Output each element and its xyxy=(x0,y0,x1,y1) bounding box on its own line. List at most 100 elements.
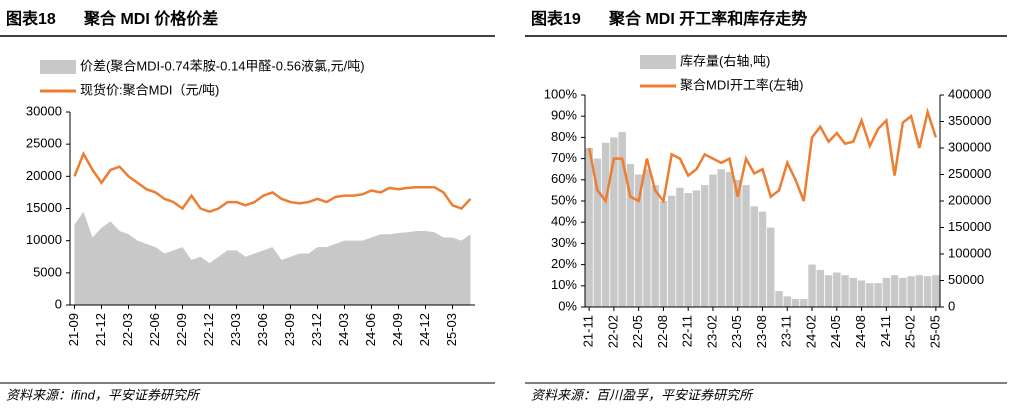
figure-label: 图表19 xyxy=(531,9,581,28)
bar xyxy=(684,193,692,307)
legend-label: 价差(聚合MDI-0.74苯胺-0.14甲醛-0.56液氯,元/吨) xyxy=(80,58,365,73)
x-tick-label: 25-02 xyxy=(903,315,918,348)
bar xyxy=(651,185,659,307)
bar xyxy=(734,179,742,307)
y-tick-label: 15000 xyxy=(26,200,62,215)
bar xyxy=(667,195,676,307)
y-tick-label: 60% xyxy=(551,171,577,186)
x-tick-label: 24-05 xyxy=(828,315,843,348)
bar xyxy=(742,185,750,307)
x-tick-label: 21-12 xyxy=(93,313,108,346)
bar xyxy=(659,201,668,307)
x-tick-label: 24-11 xyxy=(878,315,893,347)
chart-title: 聚合 MDI 价格价差 xyxy=(83,9,218,28)
bar xyxy=(643,169,651,307)
bar xyxy=(874,283,882,307)
x-tick-label: 22-08 xyxy=(655,315,670,348)
x-tick-label: 24-09 xyxy=(390,313,405,346)
x-tick-label: 21-11 xyxy=(581,315,596,347)
y2-tick-label: 350000 xyxy=(948,113,991,128)
bar xyxy=(610,137,618,307)
bar xyxy=(824,275,833,307)
line xyxy=(73,150,472,214)
source-note: 资料来源：百川盈孚，平安证券研究所 xyxy=(531,387,754,402)
x-tick-label: 21-09 xyxy=(66,313,81,346)
x-tick-label: 23-11 xyxy=(779,315,794,347)
x-tick-label: 24-12 xyxy=(417,313,432,346)
x-tick-label: 22-02 xyxy=(605,315,620,348)
bar xyxy=(932,275,940,307)
y-tick-label: 25000 xyxy=(26,136,62,151)
bar xyxy=(833,272,841,307)
y-tick-label: 0 xyxy=(55,296,62,311)
bar xyxy=(907,276,915,307)
y2-tick-label: 250000 xyxy=(948,166,991,181)
y-tick-label: 70% xyxy=(551,150,577,165)
bar xyxy=(890,275,899,307)
area xyxy=(74,211,471,305)
y-tick-label: 30000 xyxy=(26,103,62,118)
bar xyxy=(849,277,858,307)
line xyxy=(587,107,938,204)
x-tick-label: 22-05 xyxy=(630,315,645,348)
bar xyxy=(857,280,866,307)
y2-tick-label: 150000 xyxy=(948,219,991,234)
x-tick-label: 24-02 xyxy=(803,315,818,348)
bar xyxy=(866,283,874,307)
legend-swatch xyxy=(640,55,676,69)
legend-label: 现货价:聚合MDI（元/吨) xyxy=(80,82,219,97)
x-tick-label: 25-05 xyxy=(927,315,942,348)
y-tick-label: 40% xyxy=(551,214,577,229)
legend-swatch xyxy=(40,60,76,74)
bar xyxy=(709,174,717,307)
y-tick-label: 5000 xyxy=(33,264,62,279)
x-tick-label: 22-12 xyxy=(201,313,216,346)
y-tick-label: 90% xyxy=(551,108,577,123)
x-tick-label: 23-09 xyxy=(282,313,297,346)
x-tick-label: 23-08 xyxy=(754,315,769,348)
y2-tick-label: 200000 xyxy=(948,192,991,207)
x-tick-label: 24-08 xyxy=(853,315,868,348)
bar xyxy=(775,291,783,307)
y-tick-label: 100% xyxy=(544,86,578,101)
bar xyxy=(841,275,849,307)
y2-tick-label: 0 xyxy=(948,298,955,313)
bar xyxy=(676,187,684,307)
bar xyxy=(816,269,825,307)
bar xyxy=(618,132,626,307)
x-tick-label: 22-09 xyxy=(174,313,189,346)
bar xyxy=(800,299,808,307)
bar xyxy=(626,163,635,307)
bar xyxy=(692,190,701,307)
bar xyxy=(923,276,932,307)
bar xyxy=(899,277,907,307)
x-tick-label: 23-12 xyxy=(309,313,324,346)
x-tick-label: 25-03 xyxy=(444,313,459,346)
bar xyxy=(725,171,734,307)
bar xyxy=(915,275,924,307)
x-tick-label: 23-03 xyxy=(228,313,243,346)
bar xyxy=(750,206,758,307)
bar xyxy=(758,211,767,307)
bar xyxy=(717,169,725,307)
y-tick-label: 50% xyxy=(551,192,577,207)
y-tick-label: 0% xyxy=(558,298,577,313)
x-tick-label: 23-05 xyxy=(729,315,744,348)
x-tick-label: 24-06 xyxy=(363,313,378,346)
y-tick-label: 20000 xyxy=(26,168,62,183)
bar xyxy=(700,185,709,307)
bar xyxy=(601,142,610,307)
y2-tick-label: 400000 xyxy=(948,86,991,101)
bar xyxy=(767,227,775,307)
x-tick-label: 22-03 xyxy=(120,313,135,346)
bar xyxy=(882,277,891,307)
x-tick-label: 22-11 xyxy=(680,315,695,347)
x-tick-label: 22-06 xyxy=(147,313,162,346)
y2-tick-label: 300000 xyxy=(948,139,991,154)
y-tick-label: 10% xyxy=(551,277,577,292)
x-tick-label: 23-02 xyxy=(704,315,719,348)
bar xyxy=(634,174,643,307)
figure-label: 图表18 xyxy=(6,9,56,28)
